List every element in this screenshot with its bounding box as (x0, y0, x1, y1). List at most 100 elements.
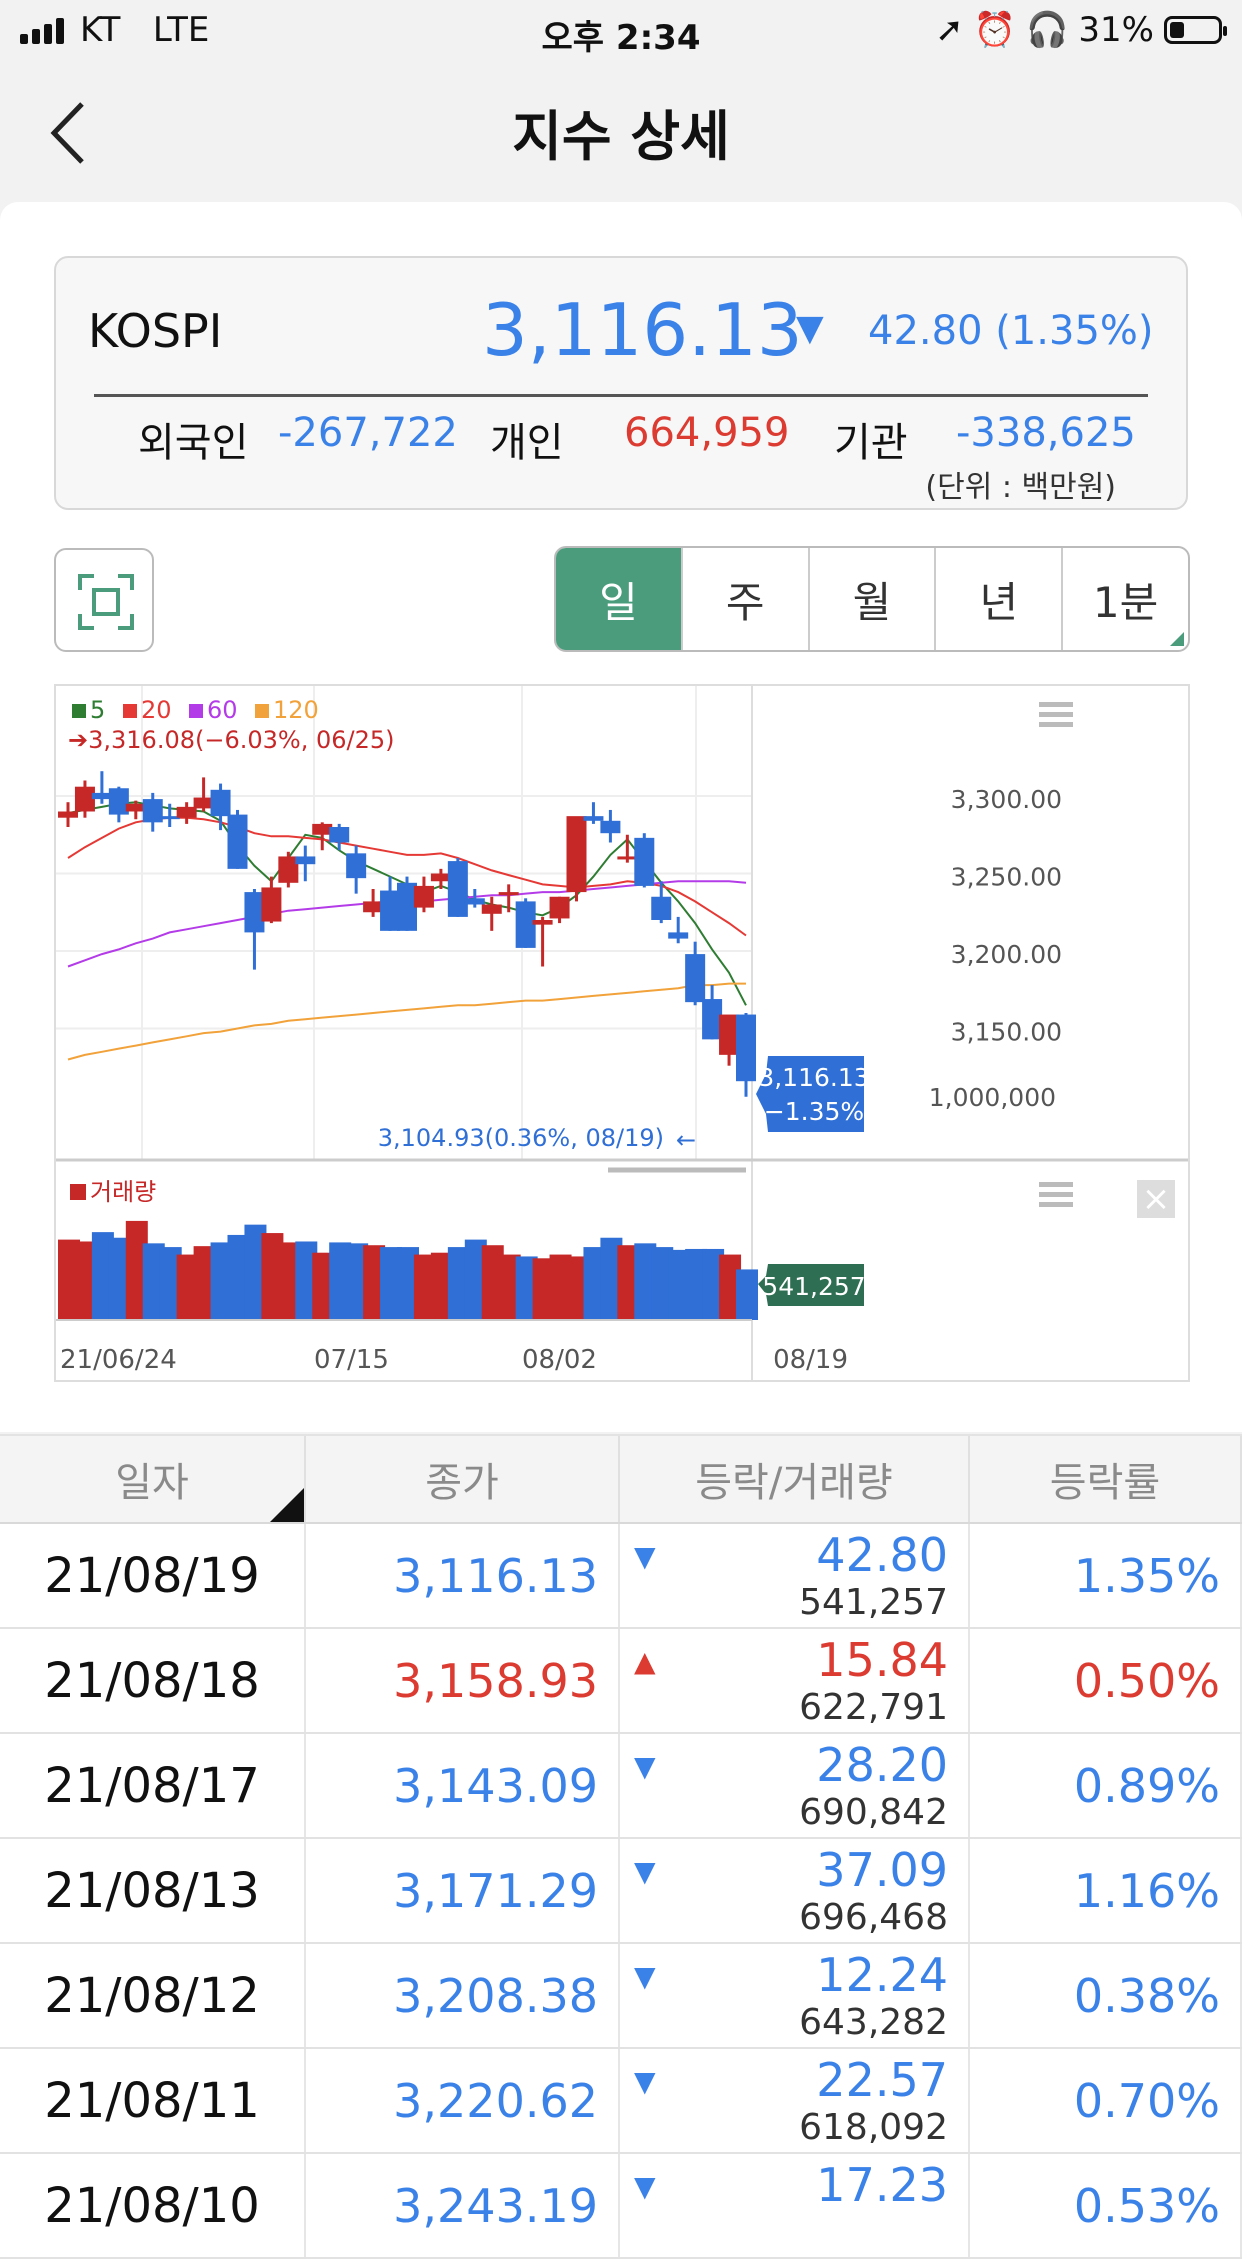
header-close[interactable]: 종가 (306, 1436, 620, 1522)
daily-price-table: 일자 종가 등락/거래량 등락률 21/08/19 3,116.13 ▼ 42.80 5… (0, 1434, 1242, 2259)
menu-icon (1039, 702, 1073, 707)
candle-body (668, 932, 689, 939)
volume-bar (244, 1224, 267, 1320)
volume-bar (346, 1243, 369, 1320)
row-close: 3,171.29 (306, 1839, 620, 1942)
row-rate: 0.53% (970, 2154, 1242, 2257)
volume-bar (634, 1243, 657, 1320)
row-volume: 696,468 (799, 1897, 948, 1938)
volume-bar (600, 1237, 623, 1320)
headphones-icon: 🎧 (1026, 10, 1069, 50)
header-rate[interactable]: 등락률 (970, 1436, 1242, 1522)
candle-body (736, 1014, 756, 1082)
x-tick-label: 07/15 (314, 1345, 389, 1375)
legend-label: 5 (90, 696, 105, 724)
close-icon-glyph: × (1142, 1179, 1171, 1219)
volume-tag-value: 541,257 (762, 1272, 865, 1301)
legend-swatch (123, 704, 137, 718)
volume-bar (397, 1247, 419, 1320)
table-row[interactable]: 21/08/18 3,158.93 ▲ 15.84 622,791 0.50% (0, 1629, 1242, 1734)
volume-bar (498, 1254, 521, 1320)
candlestick-chart[interactable]: 3,300.00 3,250.00 3,200.00 3,150.00 × 1,000,0… (54, 684, 1190, 1382)
menu-icon (1039, 1202, 1073, 1207)
chart-canvas: 3,300.00 3,250.00 3,200.00 3,150.00 × 1,000,0… (56, 686, 1188, 1380)
menu-icon (1039, 712, 1073, 717)
index-change: 42.80 (1.35%) (868, 308, 1154, 354)
x-tick-label: 08/02 (522, 1345, 597, 1375)
row-change: 22.57 (816, 2053, 948, 2107)
table-header: 일자 종가 등락/거래량 등락률 (0, 1434, 1242, 1524)
index-value: 3,116.13 (482, 288, 803, 372)
row-rate: 0.70% (970, 2049, 1242, 2152)
table-row[interactable]: 21/08/11 3,220.62 ▼ 22.57 618,092 0.70% (0, 2049, 1242, 2154)
table-row[interactable]: 21/08/10 3,243.19 ▼ 17.23 0.53% (0, 2154, 1242, 2259)
row-date: 21/08/17 (0, 1734, 306, 1837)
y-tick-label: 3,300.00 (951, 785, 1062, 814)
volume-bar (464, 1239, 487, 1320)
fullscreen-icon (78, 574, 134, 630)
legend-swatch (189, 704, 203, 718)
menu-icon (1039, 722, 1073, 727)
volume-bar (125, 1220, 148, 1320)
candle-body (329, 827, 350, 843)
tab-year[interactable]: 년 (934, 548, 1061, 650)
candle-body (651, 896, 672, 920)
y-tick-label: 3,150.00 (951, 1018, 1062, 1047)
back-chevron-icon[interactable] (48, 98, 88, 179)
investor-foreign-value: -267,722 (278, 410, 458, 456)
volume-bar (227, 1234, 250, 1320)
table-row[interactable]: 21/08/19 3,116.13 ▼ 42.80 541,257 1.35% (0, 1524, 1242, 1629)
candle-body (278, 856, 299, 883)
row-date: 21/08/19 (0, 1524, 306, 1627)
candle-body (244, 892, 265, 933)
dropdown-corner-icon (1169, 632, 1184, 646)
row-change-cell: ▼ 17.23 (620, 2154, 970, 2257)
menu-icon (1039, 1182, 1073, 1187)
candle-body (346, 853, 367, 879)
tab-week[interactable]: 주 (680, 548, 808, 650)
down-triangle-icon: ▼ (634, 1855, 656, 1888)
volume-bar (91, 1232, 114, 1320)
volume-bar (685, 1248, 708, 1320)
volume-bar (566, 1256, 589, 1320)
investor-institution-label: 기관 (834, 420, 908, 466)
row-change-cell: ▼ 37.09 696,468 (620, 1839, 970, 1942)
chart-fullscreen-button[interactable] (54, 548, 154, 652)
signal-icon (20, 18, 64, 44)
table-row[interactable]: 21/08/17 3,143.09 ▼ 28.20 690,842 0.89% (0, 1734, 1242, 1839)
row-change: 28.20 (816, 1738, 948, 1792)
nav-bar: 지수 상세 (0, 62, 1242, 202)
row-close: 3,208.38 (306, 1944, 620, 2047)
row-rate: 1.16% (970, 1839, 1242, 1942)
sort-indicator-icon (270, 1488, 304, 1522)
volume-bar (515, 1256, 538, 1320)
volume-bar (159, 1247, 182, 1320)
candle-body (397, 882, 417, 931)
candle-body (413, 885, 434, 908)
tab-day[interactable]: 일 (556, 548, 681, 650)
row-close: 3,116.13 (306, 1524, 620, 1627)
y-tick-label: 3,250.00 (951, 863, 1062, 892)
investor-institution-value: -338,625 (956, 410, 1136, 456)
tab-month[interactable]: 월 (807, 548, 935, 650)
row-change-cell: ▼ 12.24 643,282 (620, 1944, 970, 2047)
candle-body (363, 901, 384, 913)
candle-body (617, 856, 638, 860)
table-row[interactable]: 21/08/12 3,208.38 ▼ 12.24 643,282 0.38% (0, 1944, 1242, 2049)
volume-bar (549, 1254, 572, 1320)
volume-bar (58, 1239, 80, 1320)
row-date: 21/08/10 (0, 2154, 306, 2257)
volume-bar (532, 1258, 555, 1320)
candle-body (380, 890, 401, 931)
current-price-change: −1.35% (764, 1097, 864, 1126)
row-change-cell: ▼ 22.57 618,092 (620, 2049, 970, 2152)
table-row[interactable]: 21/08/13 3,171.29 ▼ 37.09 696,468 1.16% (0, 1839, 1242, 1944)
header-change-volume[interactable]: 등락/거래량 (620, 1436, 970, 1522)
tab-minute[interactable]: 1분 (1061, 548, 1188, 650)
header-date[interactable]: 일자 (0, 1436, 306, 1522)
row-date: 21/08/18 (0, 1629, 306, 1732)
candle-body (227, 814, 248, 869)
volume-legend-label: 거래량 (90, 1178, 156, 1206)
row-volume: 541,257 (799, 1582, 948, 1623)
row-close: 3,143.09 (306, 1734, 620, 1837)
